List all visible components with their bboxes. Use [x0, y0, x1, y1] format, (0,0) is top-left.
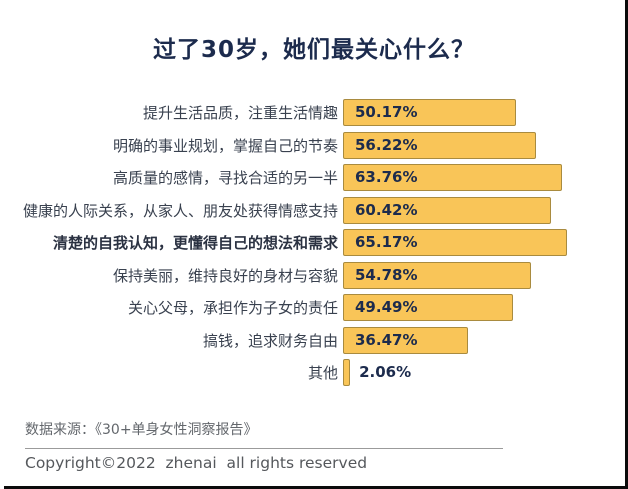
category-label: 清楚的自我认知，更懂得自己的想法和需求	[52, 234, 338, 252]
value-label: 56.22%	[355, 135, 418, 154]
bar	[343, 359, 351, 386]
page-title: 过了30岁，她们最关心什么？	[152, 37, 475, 63]
value-label: 54.78%	[355, 265, 418, 284]
bar: 49.49%	[343, 294, 514, 321]
value-label: 63.76%	[355, 168, 418, 186]
chart-row: 清楚的自我认知，更懂得自己的想法和需求 65.17%	[0, 229, 568, 256]
chart-row: 关心父母，承担作为子女的责任 49.49%	[0, 294, 567, 321]
bar: 63.76%	[343, 164, 563, 191]
screenshot-border-right	[625, 0, 628, 489]
bar-chart: 提升生活品质，注重生活情趣 50.17% 明确的事业规划，掌握自己的节奏 56.22%…	[0, 99, 568, 392]
chart-row: 其他 2.06%	[0, 359, 567, 386]
value-label: 60.42%	[355, 200, 418, 219]
chart-row: 搞钱，追求财务自由 36.47%	[0, 326, 567, 354]
chart-row: 健康的人际关系，从家人、朋友处获得情感支持 60.42%	[0, 196, 567, 224]
category-label: 保持美丽，维持良好的身材与容貌	[112, 266, 338, 285]
category-label: 高质量的感情，寻找合适的另一半	[112, 169, 338, 187]
data-source-text: 数据来源：《30+单身女性洞察报告》	[25, 422, 258, 438]
chart-row: 明确的事业规划，掌握自己的节奏 56.22%	[0, 131, 567, 159]
bar: 60.42%	[343, 196, 551, 224]
bar: 56.22%	[343, 131, 537, 159]
copyright-text: Copyright©2022 zhenai all rights reserve…	[25, 454, 368, 472]
bar: 36.47%	[343, 326, 469, 354]
value-label: 50.17%	[355, 103, 418, 121]
chart-row: 提升生活品质，注重生活情趣 50.17%	[0, 99, 567, 126]
chart-row: 高质量的感情，寻找合适的另一半 63.76%	[0, 164, 567, 191]
category-label: 明确的事业规划，掌握自己的节奏	[112, 136, 338, 155]
chart-row: 保持美丽，维持良好的身材与容貌 54.78%	[0, 261, 567, 289]
footer: 数据来源：《30+单身女性洞察报告》 Copyright©2022 zhenai…	[25, 419, 503, 472]
value-label: 49.49%	[355, 298, 418, 316]
footer-divider	[25, 448, 503, 449]
value-label: 65.17%	[355, 233, 418, 251]
category-label: 搞钱，追求财务自由	[202, 331, 338, 350]
screenshot-border-bottom	[4, 486, 628, 489]
category-label: 其他	[307, 364, 338, 382]
category-label: 提升生活品质，注重生活情趣	[142, 104, 338, 122]
value-label: 36.47%	[355, 330, 418, 349]
bar: 50.17%	[343, 99, 516, 126]
bar: 65.17%	[343, 229, 568, 256]
bar: 54.78%	[343, 261, 532, 289]
value-label: 2.06%	[359, 363, 412, 381]
category-label: 健康的人际关系，从家人、朋友处获得情感支持	[22, 201, 338, 220]
category-label: 关心父母，承担作为子女的责任	[127, 299, 338, 317]
